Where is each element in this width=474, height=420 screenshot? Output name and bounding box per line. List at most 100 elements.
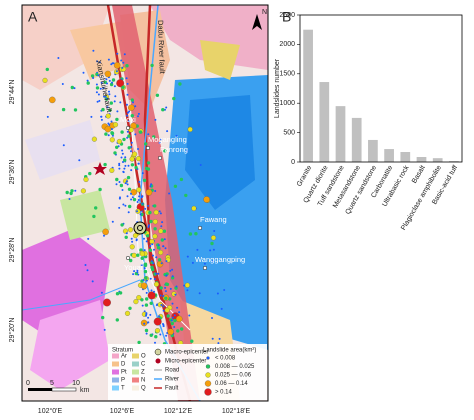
landslide-point [68, 198, 71, 200]
x-tick-label: Basalt [411, 164, 427, 184]
landslide-point [149, 301, 153, 305]
landslide-point [127, 146, 131, 150]
landslide-point [161, 221, 164, 224]
landslide-point [119, 101, 122, 104]
landslide-point [122, 161, 124, 163]
landslide-point [175, 285, 178, 288]
landslide-point [136, 269, 139, 272]
landslide-point [169, 269, 172, 272]
landslide-point [105, 113, 111, 119]
landslide-point [154, 190, 157, 192]
landslide-point [80, 188, 86, 194]
landslide-point [149, 277, 152, 280]
landslide-point [143, 249, 146, 252]
landslide-point [158, 228, 164, 234]
stratum-label: Ar [121, 354, 127, 360]
landslide-point [130, 150, 132, 153]
landslide-point [115, 70, 118, 73]
y-tick-label: 1000 [279, 100, 295, 107]
legend-title: Landslide area(km²) [203, 348, 256, 354]
landslide-point [131, 240, 134, 243]
landslide-point [194, 232, 198, 236]
landslide-point [155, 93, 160, 98]
landslide-point [212, 248, 215, 251]
legend-symbol [155, 358, 161, 364]
bar [416, 157, 427, 162]
landslide-point [141, 304, 144, 307]
landslide-point [203, 196, 210, 203]
landslide-point [158, 315, 161, 318]
stratum-swatch [112, 377, 119, 383]
landslide-point [143, 237, 145, 240]
landslide-point [65, 190, 69, 195]
landslide-point [145, 279, 148, 282]
place-marker [197, 225, 203, 231]
landslide-point [163, 238, 166, 241]
landslide-point [109, 137, 115, 143]
landslide-point [148, 224, 150, 227]
landslide-point [113, 100, 116, 103]
landslide-point [153, 204, 157, 208]
landslide-point [148, 210, 152, 215]
landslide-point [143, 263, 148, 268]
stratum-swatch [132, 369, 139, 375]
landslide-point [125, 77, 128, 80]
landslide-point [95, 83, 98, 86]
latitude-label: 29°20'N [8, 318, 16, 343]
place-marker [157, 155, 163, 161]
landslide-point [91, 136, 97, 142]
landslide-point [157, 244, 160, 247]
landslide-point [164, 108, 166, 111]
landslide-point [149, 333, 153, 337]
landslide-point [143, 322, 146, 325]
landslide-point [162, 245, 165, 248]
stratum-area [30, 300, 110, 390]
landslide-point [118, 167, 121, 170]
stratum-label: Pt [121, 370, 127, 376]
landslide-point [136, 187, 142, 193]
landslide-point [156, 246, 161, 250]
landslide-point [136, 210, 138, 213]
landslide-point [134, 105, 137, 108]
landslide-point [152, 233, 158, 239]
landslide-point [213, 230, 216, 232]
stratum-label: N [141, 378, 145, 384]
landslide-point [166, 130, 169, 133]
x-tick-label: Granite [296, 164, 314, 187]
landslide-point [137, 199, 140, 201]
stratum-swatch [132, 353, 139, 359]
landslide-point [96, 100, 99, 103]
map-frame [21, 4, 269, 402]
landslide-point [132, 273, 135, 276]
landslide-point [154, 335, 158, 339]
landslide-point [130, 163, 135, 167]
landslide-point [125, 63, 129, 68]
landslide-point [110, 120, 113, 123]
landslide-point [152, 219, 158, 225]
landslide-point [113, 62, 121, 69]
landslide-point [149, 238, 155, 245]
panel-label: B [282, 9, 291, 25]
landslide-point [150, 63, 154, 68]
landslide-point [128, 306, 132, 310]
landslide-point [132, 151, 138, 157]
landslide-point [209, 249, 212, 252]
legend-symbol [206, 356, 210, 360]
map-body [22, 5, 268, 401]
landslide-point [130, 198, 133, 201]
landslide-point [165, 106, 168, 109]
landslide-point [115, 318, 120, 322]
stratum-label: D [121, 362, 126, 368]
landslide-point [140, 282, 148, 290]
landslide-point [109, 101, 114, 105]
bar [449, 161, 459, 162]
landslide-point [147, 225, 150, 228]
landslide-point [153, 227, 157, 231]
landslide-point [130, 188, 138, 196]
landslide-point [128, 110, 131, 113]
landslide-point [114, 95, 117, 98]
landslide-point [162, 229, 167, 233]
landslide-point [145, 234, 150, 238]
landslide-point [223, 289, 226, 291]
landslide-point [126, 103, 128, 106]
